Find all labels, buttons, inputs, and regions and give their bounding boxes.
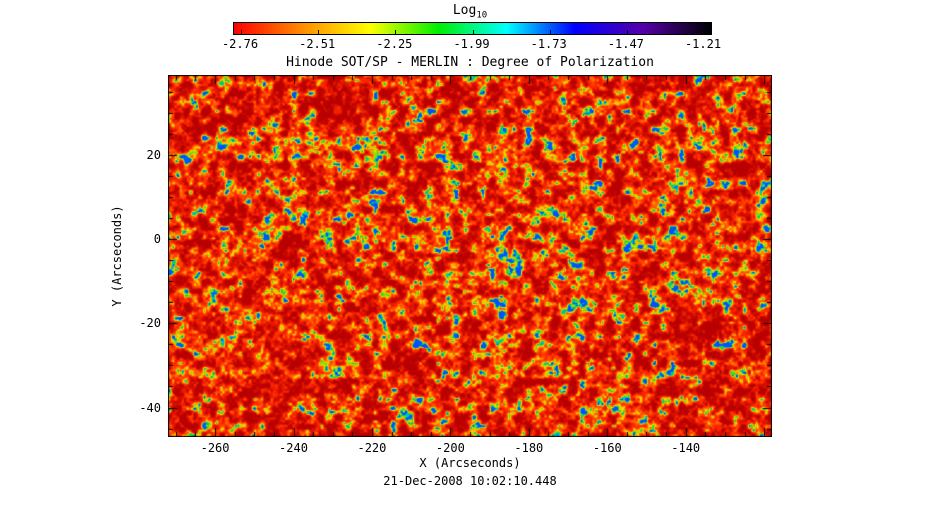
- colorbar-tick-label: -2.76: [221, 37, 259, 51]
- x-tick-label: -240: [279, 441, 308, 455]
- plot-title: Hinode SOT/SP - MERLIN : Degree of Polar…: [286, 55, 654, 70]
- x-axis-label: X (Arcseconds): [419, 456, 521, 470]
- colorbar-tick: [472, 30, 474, 34]
- colorbar-tick-label: -1.73: [530, 37, 567, 51]
- x-tick-label: -160: [592, 441, 622, 455]
- colorbar-tick-label: -1.47: [607, 37, 644, 51]
- y-tick-label: -40: [139, 400, 161, 415]
- colorbar-title: Log10: [168, 3, 772, 21]
- timestamp: 21-Dec-2008 10:02:10.448: [383, 474, 557, 488]
- y-tick-label: -20: [139, 316, 161, 331]
- y-tick-label: 0: [153, 232, 161, 247]
- colorbar-tick-label: -2.51: [299, 37, 336, 51]
- x-tick-label: -220: [357, 441, 387, 455]
- y-axis-label: Y (Arcseconds): [110, 205, 124, 307]
- colorbar-tick-label: -1.21: [684, 37, 722, 51]
- x-tick-label: -200: [435, 441, 465, 455]
- colorbar-tick: [626, 30, 628, 34]
- x-tick-label: -180: [514, 441, 544, 455]
- colorbar-tick-labels: -2.76 -2.51 -2.25 -1.99 -1.73 -1.47 -1.21: [222, 37, 721, 53]
- colorbar: [233, 22, 712, 35]
- y-tick-label: 20: [146, 147, 161, 162]
- colorbar-tick-label: -2.25: [376, 37, 413, 51]
- colorbar-tick: [241, 30, 242, 34]
- colorbar-tick-label: -1.99: [453, 37, 490, 51]
- colorbar-label-subscript: 10: [476, 10, 488, 21]
- colorbar-tick: [704, 30, 705, 34]
- colorbar-tick: [395, 30, 397, 34]
- x-tick-label: -140: [671, 441, 701, 455]
- colorbar-tick: [318, 30, 320, 34]
- colorbar-label: Log: [452, 3, 477, 18]
- x-tick-label: -260: [200, 441, 230, 455]
- colorbar-tick: [549, 30, 551, 34]
- polarization-heatmap: [168, 75, 772, 437]
